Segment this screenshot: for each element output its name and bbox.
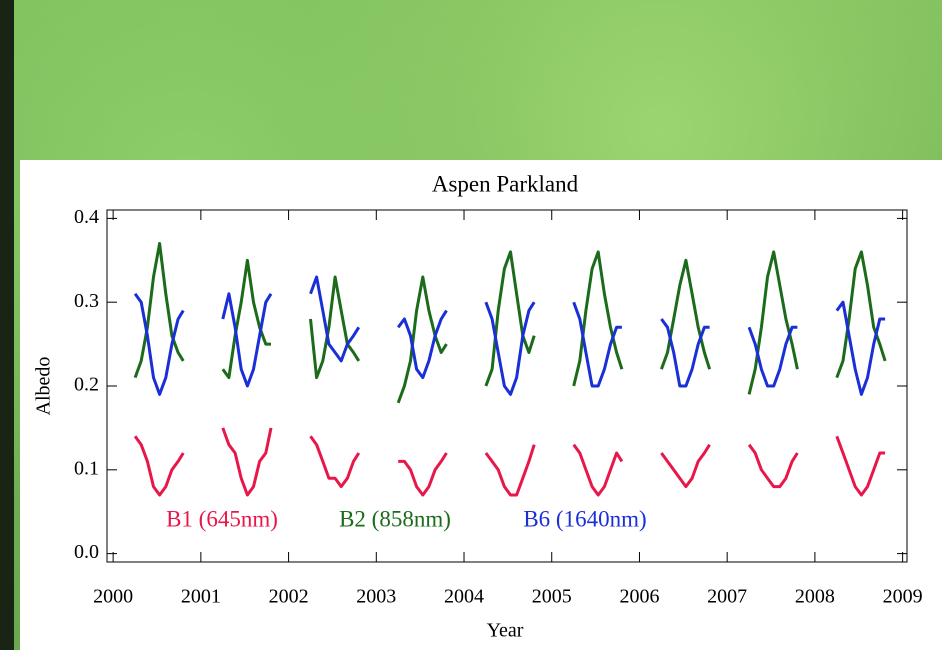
page: Aspen Parkland Year Albedo 0.0 0.1 0.2 0.3 0… xyxy=(0,0,942,650)
x-tick-label: 2009 xyxy=(883,586,923,608)
x-tick-label: 2003 xyxy=(356,586,396,608)
x-tick-label: 2006 xyxy=(619,586,659,608)
x-tick-label: 2008 xyxy=(795,586,835,608)
x-tick-label: 2004 xyxy=(444,586,484,608)
legend-entry: B2 (858nm) xyxy=(339,506,451,531)
y-tick-label: 0.0 xyxy=(74,541,99,563)
chart-title: Aspen Parkland xyxy=(432,171,579,196)
x-tick-label: 2002 xyxy=(269,586,309,608)
x-tick-label: 2001 xyxy=(181,586,221,608)
chart: Aspen Parkland Year Albedo 0.0 0.1 0.2 0.3 0… xyxy=(0,0,942,650)
y-tick-label: 0.2 xyxy=(74,374,99,396)
x-tick-label: 2000 xyxy=(93,586,133,608)
x-axis-label: Year xyxy=(487,620,524,642)
chart-panel xyxy=(20,160,942,650)
y-tick-label: 0.3 xyxy=(74,290,99,312)
legend-entry: B6 (1640nm) xyxy=(523,506,646,531)
y-tick-label: 0.1 xyxy=(74,457,99,479)
x-tick-label: 2005 xyxy=(532,586,572,608)
legend-entry: B1 (645nm) xyxy=(166,506,278,531)
x-tick-label: 2007 xyxy=(707,586,747,608)
y-axis-label: Albedo xyxy=(33,357,55,416)
y-tick-label: 0.4 xyxy=(74,206,99,228)
